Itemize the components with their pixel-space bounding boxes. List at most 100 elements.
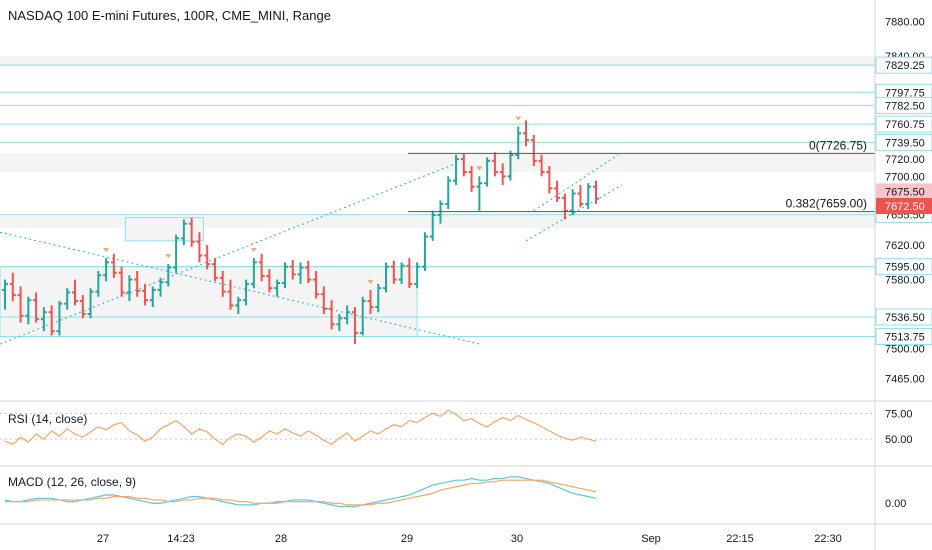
ohlc-bar — [126, 275, 133, 302]
fib-levels: 0(7726.75) 0.382(7659.00) — [408, 138, 875, 213]
ohlc-bar — [305, 260, 312, 284]
ohlc-bar — [157, 277, 164, 297]
level-lines — [0, 64, 875, 338]
ohlc-bar — [421, 232, 428, 271]
ohlc-bar — [351, 307, 358, 345]
ohlc-bar — [367, 289, 374, 314]
level-price-label: 7536.50 — [885, 312, 925, 324]
ohlc-bar — [17, 286, 24, 323]
price-axis: 7880.007840.007800.007760.007720.007700.… — [875, 17, 932, 510]
fib-label: 0.382(7659.00) — [786, 197, 867, 211]
ohlc-bar — [118, 266, 125, 297]
ohlc-bar — [235, 296, 242, 314]
level-price-label: 7782.50 — [885, 100, 925, 112]
ohlc-bar — [414, 262, 421, 289]
ohlc-bar — [211, 258, 218, 282]
level-price-label: 7595.00 — [885, 262, 925, 274]
ohlc-bar — [375, 283, 382, 313]
signal-line — [5, 479, 597, 506]
ohlc-bar — [134, 270, 141, 297]
ohlc-bar — [476, 176, 483, 211]
ohlc-bar — [219, 270, 226, 297]
ohlc-bar — [577, 184, 584, 208]
level-price-box — [875, 308, 932, 326]
level-price-label: 7797.75 — [885, 87, 925, 99]
ohlc-bar — [64, 288, 71, 310]
ohlc-bar — [445, 176, 452, 210]
level-price-label: 7760.75 — [885, 119, 925, 131]
ohlc-bar — [344, 305, 351, 325]
ohlc-bar — [196, 232, 203, 263]
ohlc-bar — [484, 157, 491, 187]
ohlc-bar — [281, 262, 288, 289]
ohlc-bar — [48, 305, 55, 336]
level-price-label: 7829.25 — [885, 60, 925, 72]
ohlc-bar — [173, 234, 180, 273]
ohlc-bar — [33, 292, 40, 323]
rsi-tick-label: 50.00 — [885, 434, 913, 446]
y-tick-label: 7465.00 — [885, 373, 925, 385]
level-price-box — [875, 115, 932, 133]
ohlc-bar — [499, 163, 506, 185]
ohlc-bar — [274, 279, 281, 297]
macd-tick-label: 0.00 — [885, 498, 906, 510]
level-price-box — [875, 96, 932, 114]
ohlc-bar — [336, 313, 343, 332]
ohlc-bar — [468, 166, 475, 192]
price-marker-box — [876, 198, 932, 214]
x-tick-label: 28 — [275, 533, 287, 545]
ohlc-bar — [95, 270, 102, 297]
price-marker-label: 7675.50 — [885, 186, 925, 198]
channel-upper — [533, 154, 619, 212]
y-tick-label: 7700.00 — [885, 171, 925, 183]
ohlc-bar — [180, 219, 187, 246]
x-tick-label: 14:23 — [167, 533, 195, 545]
x-tick-label: Sep — [641, 533, 661, 545]
y-tick-label: 7580.00 — [885, 275, 925, 287]
fib-label: 0(7726.75) — [809, 138, 867, 152]
time-axis: 27 14:23 28 29 30 Sep 22:15 22:30 — [97, 533, 842, 545]
ohlc-bar — [460, 153, 467, 177]
ohlc-bar — [79, 295, 86, 319]
ohlc-bar — [289, 259, 296, 280]
drawings — [0, 116, 623, 345]
ohlc-bar — [383, 262, 390, 293]
ohlc-bar — [149, 286, 156, 308]
ohlc-bar — [359, 296, 366, 336]
channel-lower — [525, 184, 623, 242]
level-price-box — [875, 328, 932, 346]
ohlc-bar — [297, 262, 304, 284]
zone-shade — [0, 266, 418, 337]
price-marker-box — [876, 183, 932, 200]
y-tick-label: 7500.00 — [885, 343, 925, 355]
level-price-label: 7739.50 — [885, 137, 925, 149]
signal-marker — [476, 166, 483, 171]
ohlc-bar — [103, 258, 110, 282]
ohlc-bar — [258, 253, 265, 282]
level-price-box — [875, 133, 932, 151]
ohlc-bar — [87, 288, 94, 319]
level-price-box — [875, 56, 932, 74]
ohlc-bar — [538, 154, 545, 177]
macd-pane — [4, 476, 597, 508]
ohlc-bar — [204, 245, 211, 270]
ohlc-bar — [530, 135, 537, 167]
ohlc-bar — [71, 279, 78, 306]
ohlc-bar — [406, 258, 413, 289]
signal-marker — [250, 248, 257, 253]
x-tick-label: 30 — [511, 533, 523, 545]
ohlc-bar — [546, 166, 553, 194]
ohlc-bar — [56, 301, 63, 336]
ohlc-bar — [491, 152, 498, 177]
price-bars — [2, 120, 599, 345]
ohlc-bar — [25, 296, 32, 325]
rsi-line — [4, 409, 597, 446]
ohlc-bar — [227, 279, 234, 310]
trendline-rising — [0, 162, 457, 345]
zone-shade — [0, 214, 875, 228]
zone-shade — [0, 55, 875, 66]
ohlc-bar — [250, 258, 257, 289]
signal-marker — [515, 116, 522, 121]
